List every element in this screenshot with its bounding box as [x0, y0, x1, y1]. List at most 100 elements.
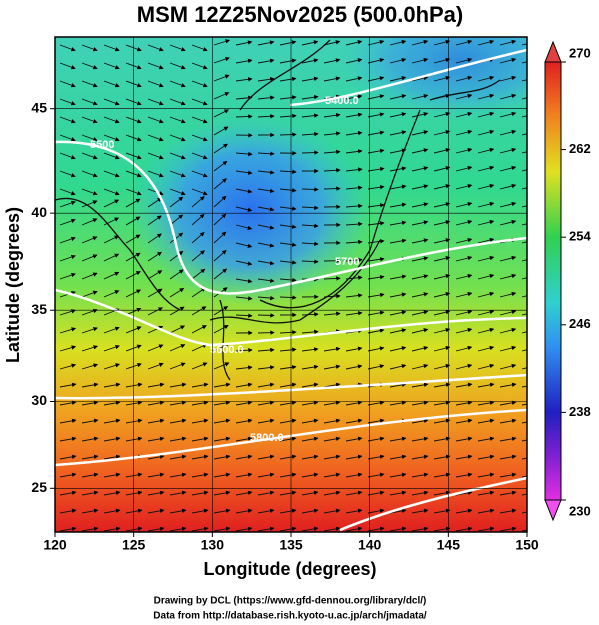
streamline-arrow — [279, 490, 297, 496]
streamline-arrow — [389, 39, 407, 46]
streamline-arrow — [455, 39, 473, 46]
streamline-arrow — [323, 418, 341, 424]
streamline-arrow — [521, 43, 527, 46]
streamline-arrow — [345, 149, 363, 154]
streamline-arrow — [389, 472, 407, 478]
streamline-arrow — [389, 400, 407, 406]
streamline-arrow — [59, 80, 76, 88]
streamline-arrow — [411, 166, 429, 172]
streamline-arrow — [455, 418, 473, 424]
streamline-arrow — [323, 40, 341, 46]
streamline-arrow — [477, 183, 495, 190]
streamline-arrow — [499, 273, 517, 280]
streamline-arrow — [279, 58, 297, 64]
streamline-arrow — [147, 526, 165, 532]
streamline-arrow — [301, 508, 319, 514]
streamline-arrow — [59, 526, 77, 532]
streamline-arrow — [521, 457, 527, 460]
streamline-arrow — [345, 311, 363, 316]
streamline-arrow — [411, 436, 429, 442]
streamline-arrow — [367, 57, 385, 64]
streamline-arrow — [389, 364, 407, 370]
streamline-arrow — [455, 147, 473, 154]
streamline-arrow — [147, 344, 164, 352]
streamline-arrow — [323, 76, 341, 82]
streamline-arrow — [323, 131, 341, 136]
streamline-arrow — [521, 385, 527, 388]
streamline-arrow — [301, 113, 319, 118]
streamline-arrow — [103, 80, 120, 88]
streamline-arrow — [477, 327, 495, 334]
streamline-arrow — [169, 269, 184, 280]
streamline-arrow — [103, 188, 120, 196]
streamline-arrow — [521, 367, 527, 370]
streamline-arrow — [213, 231, 227, 244]
streamline-arrow — [433, 166, 451, 172]
streamline-arrow — [235, 242, 253, 249]
streamline-arrow — [235, 224, 253, 231]
streamline-arrow — [147, 436, 165, 442]
streamline-arrow — [59, 327, 77, 334]
streamline-arrow — [191, 268, 206, 280]
streamline-arrow — [499, 93, 517, 100]
streamline-arrow — [279, 169, 297, 175]
title: MSM 12Z25Nov2025 (500.0hPa) — [137, 2, 464, 27]
streamline-arrow — [455, 327, 473, 334]
streamline-arrow — [367, 130, 385, 136]
streamline-arrow — [389, 310, 407, 316]
streamline-arrow — [367, 39, 385, 46]
streamline-arrow — [323, 112, 341, 118]
streamline-arrow — [323, 311, 341, 317]
streamline-arrow — [499, 129, 517, 136]
streamline-arrow — [59, 400, 77, 406]
streamline-arrow — [59, 291, 76, 298]
streamline-arrow — [257, 242, 275, 248]
streamline-arrow — [147, 418, 165, 424]
streamline-arrow — [191, 188, 208, 196]
streamline-arrow — [191, 325, 207, 334]
streamline-arrow — [81, 345, 98, 352]
streamline-arrow — [235, 278, 253, 284]
streamline-arrow — [213, 436, 231, 442]
streamline-arrow — [235, 472, 253, 478]
streamline-arrow — [235, 347, 253, 353]
streamline-arrow — [499, 490, 517, 496]
streamline-arrow — [169, 288, 185, 298]
streamline-arrow — [301, 382, 319, 388]
streamline-arrow — [455, 526, 473, 532]
streamline-arrow — [301, 312, 319, 317]
streamline-arrow — [301, 364, 319, 370]
footer-line: Drawing by DCL (https://www.gfd-dennou.o… — [154, 596, 427, 607]
streamline-arrow — [257, 347, 275, 353]
streamline-arrow — [191, 250, 205, 262]
streamline-arrow — [169, 44, 186, 52]
streamline-arrow — [257, 508, 275, 514]
streamline-arrow — [235, 313, 253, 318]
streamline-arrow — [235, 77, 253, 82]
streamline-arrow — [499, 57, 517, 64]
streamline-arrow — [103, 253, 120, 262]
streamline-arrow — [411, 454, 429, 460]
streamline-arrow — [367, 400, 385, 406]
streamline-arrow — [389, 94, 407, 100]
contour-label: 5700 — [335, 256, 359, 268]
streamline-arrow — [455, 219, 473, 226]
streamline-arrow — [191, 287, 206, 298]
streamline-arrow — [499, 111, 517, 118]
streamline-arrow — [279, 472, 297, 478]
streamline-arrow — [191, 362, 208, 370]
streamline-arrow — [213, 213, 227, 226]
streamline-arrow — [521, 223, 527, 226]
streamline-arrow — [147, 116, 164, 124]
streamline-arrow — [147, 472, 165, 478]
streamline-arrow — [367, 490, 385, 496]
streamline-arrow — [301, 40, 319, 46]
streamline-arrow — [345, 94, 363, 100]
streamline-arrow — [345, 130, 363, 136]
streamline-arrow — [169, 454, 187, 460]
streamline-arrow — [147, 98, 164, 106]
footer-line: Data from http://database.rish.kyoto-u.a… — [153, 611, 427, 622]
streamline-arrow — [477, 436, 495, 442]
streamline-arrow — [191, 116, 208, 124]
streamline-arrow — [103, 382, 121, 388]
